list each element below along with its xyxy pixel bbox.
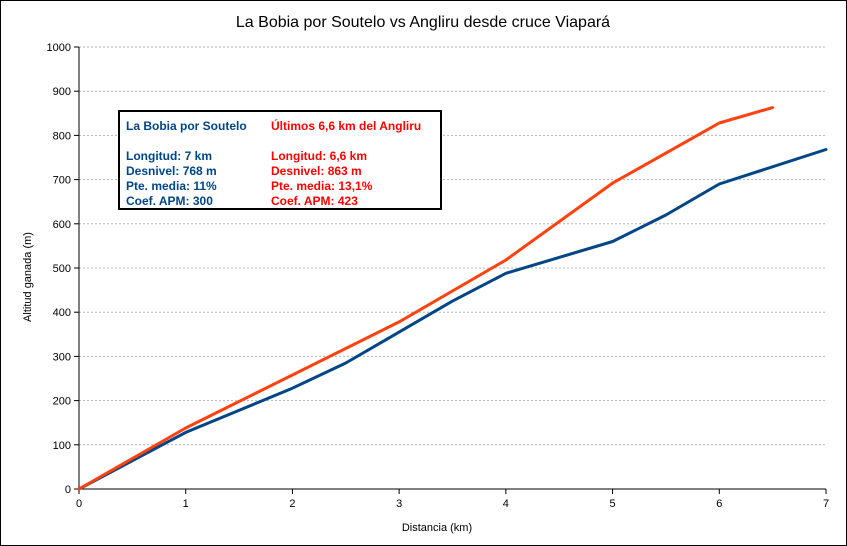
- series-line-2: [77, 106, 775, 491]
- x-tick-label: 3: [396, 498, 402, 510]
- info-column-bobia: La Bobia por Soutelo Longitud: 7 km Desn…: [126, 119, 247, 209]
- series-line-1: [77, 148, 828, 491]
- x-tick-label: 2: [289, 498, 295, 510]
- info-column-angliru: Últimos 6,6 km del Angliru Longitud: 6,6…: [271, 119, 421, 209]
- y-tick-label: 800: [53, 130, 71, 142]
- y-tick-label: 700: [53, 175, 71, 187]
- x-tick-label: 4: [503, 498, 509, 510]
- info-line-desnivel: Desnivel: 863 m: [271, 164, 362, 178]
- info-title-bobia: La Bobia por Soutelo: [126, 119, 247, 133]
- y-tick-label: 900: [53, 86, 71, 98]
- info-line-desnivel: Desnivel: 768 m: [126, 164, 217, 178]
- x-tick-label: 6: [716, 498, 722, 510]
- axes: [74, 46, 827, 494]
- y-tick-labels: 0 100 200 300 400 500 600 700 800 900 1000: [47, 42, 71, 496]
- info-line-pendiente: Pte. media: 13,1%: [271, 179, 373, 193]
- info-line-longitud: Longitud: 7 km: [126, 149, 212, 163]
- y-tick-label: 0: [65, 484, 71, 496]
- x-tick-label: 0: [76, 498, 82, 510]
- y-tick-label: 500: [53, 263, 71, 275]
- grid-lines: [79, 46, 826, 446]
- y-tick-label: 200: [53, 396, 71, 408]
- series-lines: [77, 106, 828, 491]
- x-tick-label: 1: [183, 498, 189, 510]
- info-line-coef: Coef. APM: 423: [271, 194, 358, 208]
- y-tick-label: 100: [53, 440, 71, 452]
- y-axis-label: Altitud ganada (m): [22, 232, 34, 322]
- x-tick-labels: 0 1 2 3 4 5 6 7: [76, 498, 829, 510]
- info-title-angliru: Últimos 6,6 km del Angliru: [271, 119, 422, 133]
- x-tick-label: 7: [823, 498, 829, 510]
- x-tick-label: 5: [610, 498, 616, 510]
- y-tick-label: 1000: [47, 42, 71, 54]
- y-tick-label: 600: [53, 219, 71, 231]
- x-axis-label: Distancia (km): [402, 522, 472, 534]
- y-tick-label: 300: [53, 351, 71, 363]
- info-box: La Bobia por Soutelo Longitud: 7 km Desn…: [118, 110, 442, 210]
- y-tick-label: 400: [53, 307, 71, 319]
- info-line-pendiente: Pte. media: 11%: [126, 179, 217, 193]
- info-line-longitud: Longitud: 6,6 km: [271, 149, 367, 163]
- info-line-coef: Coef. APM: 300: [126, 194, 213, 208]
- chart-title: La Bobia por Soutelo vs Angliru desde cr…: [236, 14, 610, 31]
